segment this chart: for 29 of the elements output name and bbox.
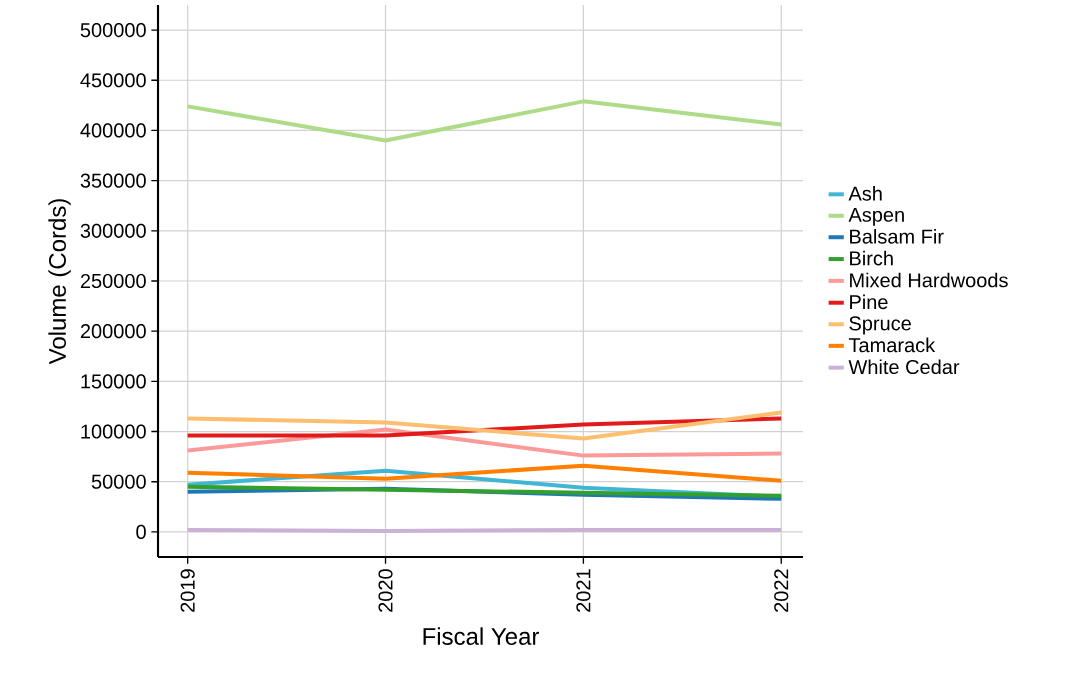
y-tick-label: 100000	[81, 424, 146, 439]
y-tick-label: 400000	[80, 123, 146, 138]
x-tick-label: 2022	[774, 569, 789, 612]
legend-label: Spruce	[849, 316, 911, 335]
y-tick-label: 350000	[80, 173, 146, 188]
legend-label: Tamarack	[848, 337, 936, 353]
legend-label: Pine	[850, 294, 888, 310]
legend-label: Birch	[850, 250, 893, 266]
x-tick-label: 2021	[576, 569, 591, 612]
y-tick-label: 300000	[80, 223, 146, 238]
legend-label: Aspen	[848, 207, 904, 226]
y-tick-label: 450000	[80, 73, 146, 88]
x-tick-label: 2019	[180, 569, 195, 612]
line-series	[185, 410, 784, 441]
y-tick-label: 150000	[81, 374, 146, 389]
line-series	[185, 99, 784, 143]
line-series	[185, 463, 784, 483]
y-tick-label: 250000	[80, 273, 146, 289]
y-tick-label: 50000	[91, 474, 146, 489]
legend-label: Ash	[848, 186, 882, 201]
legend-label: Balsam Fir	[850, 229, 944, 244]
legend-label: Mixed Hardwoods	[850, 272, 1008, 288]
y-tick-label: 500000	[80, 23, 146, 38]
x-axis-title: Fiscal Year	[423, 627, 540, 645]
y-tick-label: 0	[136, 524, 146, 539]
y-tick-label: 200000	[80, 324, 146, 339]
legend-label: White Cedar	[848, 359, 960, 375]
x-tick-label: 2020	[378, 569, 393, 612]
y-axis-title: Volume (Cords)	[48, 199, 71, 365]
